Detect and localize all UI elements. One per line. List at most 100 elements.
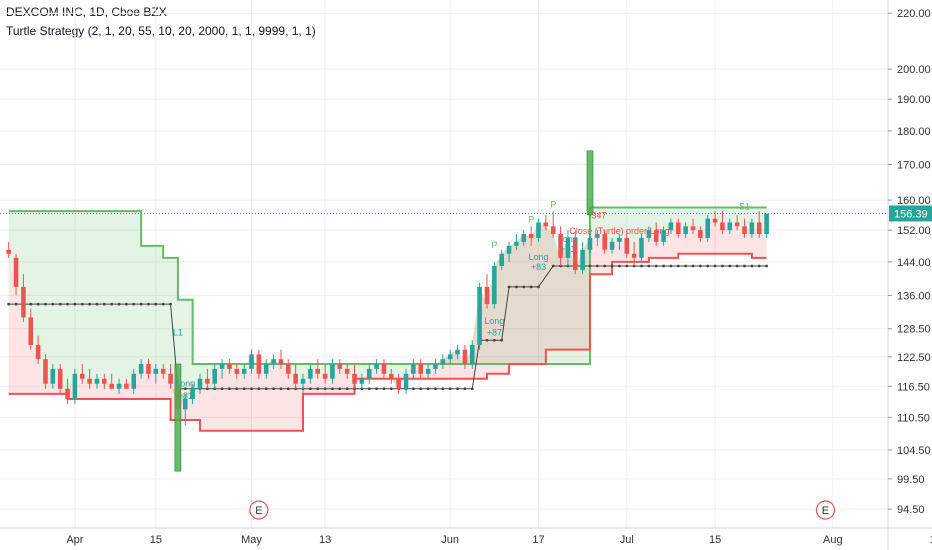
- stop-dot: [610, 264, 614, 268]
- candle-body: [477, 286, 482, 345]
- candle-body: [469, 344, 475, 365]
- candle-body: [455, 349, 460, 355]
- candle-body: [263, 364, 269, 374]
- time-tick-label: Aug: [823, 534, 843, 546]
- stop-dot: [728, 264, 732, 268]
- stop-dot: [721, 264, 724, 268]
- candle-body: [109, 383, 114, 389]
- stop-dot: [743, 264, 746, 268]
- stop-dot: [382, 387, 386, 391]
- candle-body: [278, 359, 284, 365]
- candle-body: [389, 373, 394, 379]
- candle-body: [197, 378, 203, 389]
- signal-label: Long: [558, 234, 578, 244]
- stop-dot: [316, 387, 320, 391]
- price-tick-label: 220.00: [897, 8, 931, 20]
- candle-body: [28, 317, 34, 345]
- candle-body: [249, 354, 254, 369]
- stop-dot: [757, 264, 761, 268]
- signal-label: L1: [173, 328, 183, 338]
- candle-body: [617, 237, 622, 242]
- chart-symbol-title: DEXCOM INC, 1D, Cboe BZX: [6, 5, 167, 19]
- candle-body: [646, 230, 652, 238]
- candle-body: [256, 354, 262, 374]
- stop-dot: [257, 387, 261, 391]
- signal-label: +81: [178, 391, 193, 401]
- candle-body: [506, 245, 512, 254]
- candle-body: [124, 383, 129, 389]
- candle-body: [6, 249, 11, 254]
- stop-dot: [669, 264, 673, 268]
- candle-body: [668, 222, 674, 231]
- stop-dot: [29, 302, 33, 306]
- time-tick-label: Apr: [66, 534, 83, 546]
- time-tick-label: 13: [319, 534, 331, 546]
- candle-body: [65, 388, 70, 399]
- stop-dot: [441, 387, 445, 391]
- signal-markers: L1Long+81Long+87Long+83Long+81PPP-347Clo…: [173, 150, 836, 520]
- long-signal-bar: [174, 363, 182, 472]
- price-tick-label: 116.50: [897, 381, 930, 393]
- candle-body: [308, 368, 313, 379]
- candle-body: [352, 373, 357, 384]
- signal-label: -347: [588, 211, 606, 221]
- candle-body: [286, 364, 291, 374]
- exit-signal-bar: [586, 150, 594, 216]
- candle-body: [330, 364, 335, 379]
- stop-dot: [102, 302, 106, 306]
- stop-dot: [713, 264, 717, 268]
- stop-dot: [44, 302, 47, 306]
- candle-body: [300, 378, 306, 384]
- candle-body: [653, 230, 659, 242]
- signal-label: +81: [560, 244, 575, 254]
- stop-dot: [419, 387, 423, 391]
- candle-body: [690, 226, 696, 231]
- stop-dot: [470, 387, 474, 391]
- candle-body: [536, 222, 541, 238]
- price-tick-label: 110.50: [897, 412, 930, 424]
- last-price-label: 156.39: [894, 208, 928, 220]
- candle-body: [168, 373, 173, 384]
- candle-body: [484, 286, 490, 305]
- candle-body: [521, 234, 527, 242]
- signal-label: P: [550, 199, 556, 209]
- time-tick-label: 19: [930, 534, 932, 546]
- price-tick-label: 128.50: [897, 324, 931, 336]
- candle-body: [43, 359, 48, 384]
- stop-dot: [662, 264, 665, 268]
- candle-body: [433, 364, 438, 369]
- stop-dot: [51, 302, 55, 306]
- signal-label: Long: [175, 378, 195, 388]
- candle-body: [79, 373, 85, 379]
- earnings-marker: [249, 500, 269, 520]
- candle-body: [425, 368, 431, 374]
- stop-dot: [618, 264, 621, 268]
- candle-body: [683, 226, 688, 235]
- stop-dot: [80, 302, 84, 306]
- candle-body: [587, 237, 593, 250]
- stop-dot: [588, 264, 592, 268]
- stop-dot: [58, 302, 62, 306]
- candle-body: [182, 398, 188, 410]
- stop-dot: [36, 302, 40, 306]
- signal-label: +83: [531, 262, 546, 272]
- stop-dot: [132, 302, 136, 306]
- candle-body: [35, 344, 41, 360]
- candlestick-series: [6, 211, 769, 426]
- signal-label: P: [528, 214, 534, 224]
- stop-dot: [338, 387, 342, 391]
- stop-dot: [331, 387, 334, 391]
- price-tick-label: 200.00: [897, 64, 931, 76]
- stop-dot: [500, 338, 504, 342]
- stop-dot: [625, 264, 629, 268]
- signal-label: Long: [528, 252, 548, 262]
- price-tick-label: 160.00: [897, 195, 931, 207]
- stop-dot: [183, 387, 187, 391]
- candle-body: [712, 218, 718, 223]
- stop-line: [8, 265, 767, 390]
- candle-body: [72, 373, 78, 399]
- stop-dot: [110, 302, 114, 306]
- stop-dot: [14, 302, 18, 306]
- stop-dot: [522, 285, 526, 289]
